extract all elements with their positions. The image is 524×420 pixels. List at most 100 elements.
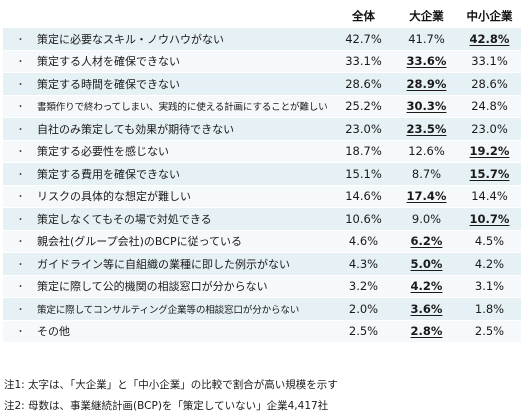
table-row: ・親会社(グループ会社)のBCPに従っている 4.6% 6.2% 4.5%: [3, 230, 521, 253]
table-row: ・策定しなくてもその場で対処できる 10.6% 9.0% 10.7%: [3, 208, 521, 231]
value-all: 23.0%: [332, 118, 395, 141]
value-all: 10.6%: [332, 208, 395, 231]
table-row: ・策定する時間を確保できない 28.6% 28.9% 28.6%: [3, 73, 521, 96]
table-row: ・その他 2.5% 2.8% 2.5%: [3, 320, 521, 343]
header-sme: 中小企業: [466, 9, 513, 23]
value-large: 28.9%: [395, 73, 458, 96]
table-row: ・自社のみ策定しても効果が期待できない 23.0% 23.5% 23.0%: [3, 118, 521, 141]
table-row: ・策定に必要なスキル・ノウハウがない 42.7% 41.7% 42.8%: [3, 28, 521, 51]
value-sme: 23.0%: [458, 118, 521, 141]
table-row: ・策定に際して公的機関の相談窓口が分からない 3.2% 4.2% 3.1%: [3, 275, 521, 298]
header-all: 全体: [352, 9, 375, 23]
value-sme: 2.5%: [458, 320, 521, 343]
value-sme: 4.5%: [458, 230, 521, 253]
row-label-cell: ・策定する人材を確保できない: [3, 50, 332, 73]
value-all: 25.2%: [332, 95, 395, 118]
row-label: 策定に際して公的機関の相談窓口が分からない: [37, 280, 268, 294]
row-label-cell: ・策定に際してコンサルティング企業等の相談窓口が分からない: [3, 298, 332, 321]
value-all: 28.6%: [332, 73, 395, 96]
row-label: 自社のみ策定しても効果が期待できない: [37, 122, 235, 136]
row-label-cell: ・リスクの具体的な想定が難しい: [3, 185, 332, 208]
value-all: 2.5%: [332, 320, 395, 343]
table-row: ・策定に際してコンサルティング企業等の相談窓口が分からない 2.0% 3.6% 1.8…: [3, 298, 521, 321]
value-large: 41.7%: [395, 28, 458, 51]
row-label-cell: ・書類作りで終わってしまい、実践的に使える計画にすることが難しい: [3, 95, 332, 118]
row-label-cell: ・策定する時間を確保できない: [3, 73, 332, 96]
value-all: 42.7%: [332, 28, 395, 51]
value-all: 2.0%: [332, 298, 395, 321]
value-large: 23.5%: [395, 118, 458, 141]
value-sme: 10.7%: [458, 208, 521, 231]
row-label-cell: ・策定する費用を確保できない: [3, 163, 332, 186]
table-body: ・策定に必要なスキル・ノウハウがない 42.7% 41.7% 42.8% ・策定する人材…: [3, 28, 521, 343]
footnote-2: 注2: 母数は、事業継続計画(BCP)を「策定していない」企業4,417社: [4, 400, 329, 412]
bullet-icon: ・: [16, 57, 26, 68]
value-large: 6.2%: [395, 230, 458, 253]
value-large: 9.0%: [395, 208, 458, 231]
bullet-icon: ・: [16, 282, 26, 293]
row-label: 策定に際してコンサルティング企業等の相談窓口が分からない: [37, 304, 300, 316]
row-label: 策定する費用を確保できない: [37, 167, 180, 181]
value-large: 2.8%: [395, 320, 458, 343]
header-large: 大企業: [409, 9, 444, 23]
value-large: 17.4%: [395, 185, 458, 208]
row-label: 書類作りで終わってしまい、実践的に使える計画にすることが難しい: [37, 102, 328, 114]
row-label: 策定する時間を確保できない: [37, 77, 180, 91]
row-label-cell: ・ガイドライン等に自組織の業種に即した例示がない: [3, 253, 332, 276]
row-label: 親会社(グループ会社)のBCPに従っている: [37, 235, 243, 249]
row-label: 策定する人材を確保できない: [37, 55, 180, 69]
bullet-icon: ・: [16, 237, 26, 248]
value-all: 3.2%: [332, 275, 395, 298]
row-label: 策定しなくてもその場で対処できる: [37, 212, 212, 226]
value-large: 33.6%: [395, 50, 458, 73]
value-all: 33.1%: [332, 50, 395, 73]
row-label: その他: [37, 325, 70, 339]
value-large: 3.6%: [395, 298, 458, 321]
table-row: ・策定する費用を確保できない 15.1% 8.7% 15.7%: [3, 163, 521, 186]
value-sme: 15.7%: [458, 163, 521, 186]
value-large: 8.7%: [395, 163, 458, 186]
bullet-icon: ・: [16, 170, 26, 181]
table-row: ・リスクの具体的な想定が難しい 14.6% 17.4% 14.4%: [3, 185, 521, 208]
value-large: 12.6%: [395, 140, 458, 163]
row-label: 策定する必要性を感じない: [37, 145, 169, 159]
header-row: 全体 大企業 中小企業: [3, 4, 521, 28]
value-sme: 3.1%: [458, 275, 521, 298]
bullet-icon: ・: [16, 125, 26, 136]
row-label-cell: ・策定に必要なスキル・ノウハウがない: [3, 28, 332, 51]
bullet-icon: ・: [16, 192, 26, 203]
value-all: 4.6%: [332, 230, 395, 253]
value-all: 18.7%: [332, 140, 395, 163]
value-sme: 42.8%: [458, 28, 521, 51]
row-label-cell: ・策定に際して公的機関の相談窓口が分からない: [3, 275, 332, 298]
footnote-1: 注1: 太字は、「大企業」と「中小企業」の比較で割合が高い規模を示す: [4, 379, 338, 391]
value-sme: 24.8%: [458, 95, 521, 118]
value-all: 15.1%: [332, 163, 395, 186]
value-sme: 19.2%: [458, 140, 521, 163]
bullet-icon: ・: [16, 260, 26, 271]
bullet-icon: ・: [16, 147, 26, 158]
bullet-icon: ・: [16, 327, 26, 338]
row-label-cell: ・親会社(グループ会社)のBCPに従っている: [3, 230, 332, 253]
footnotes: 注1: 太字は、「大企業」と「中小企業」の比較で割合が高い規模を示す 注2: 母…: [4, 375, 338, 417]
row-label-cell: ・策定する必要性を感じない: [3, 140, 332, 163]
row-label: ガイドライン等に自組織の業種に即した例示がない: [37, 257, 290, 271]
bullet-icon: ・: [16, 305, 26, 316]
value-large: 5.0%: [395, 253, 458, 276]
table-row: ・ガイドライン等に自組織の業種に即した例示がない 4.3% 5.0% 4.2%: [3, 253, 521, 276]
row-label-cell: ・策定しなくてもその場で対処できる: [3, 208, 332, 231]
row-label-cell: ・その他: [3, 320, 332, 343]
value-sme: 4.2%: [458, 253, 521, 276]
value-all: 14.6%: [332, 185, 395, 208]
bullet-icon: ・: [16, 80, 26, 91]
table-row: ・書類作りで終わってしまい、実践的に使える計画にすることが難しい 25.2% 30.…: [3, 95, 521, 118]
row-label: リスクの具体的な想定が難しい: [37, 190, 191, 204]
value-sme: 33.1%: [458, 50, 521, 73]
bullet-icon: ・: [16, 102, 26, 113]
value-large: 4.2%: [395, 275, 458, 298]
value-sme: 28.6%: [458, 73, 521, 96]
table-row: ・策定する人材を確保できない 33.1% 33.6% 33.1%: [3, 50, 521, 73]
bullet-icon: ・: [16, 35, 26, 46]
value-sme: 1.8%: [458, 298, 521, 321]
